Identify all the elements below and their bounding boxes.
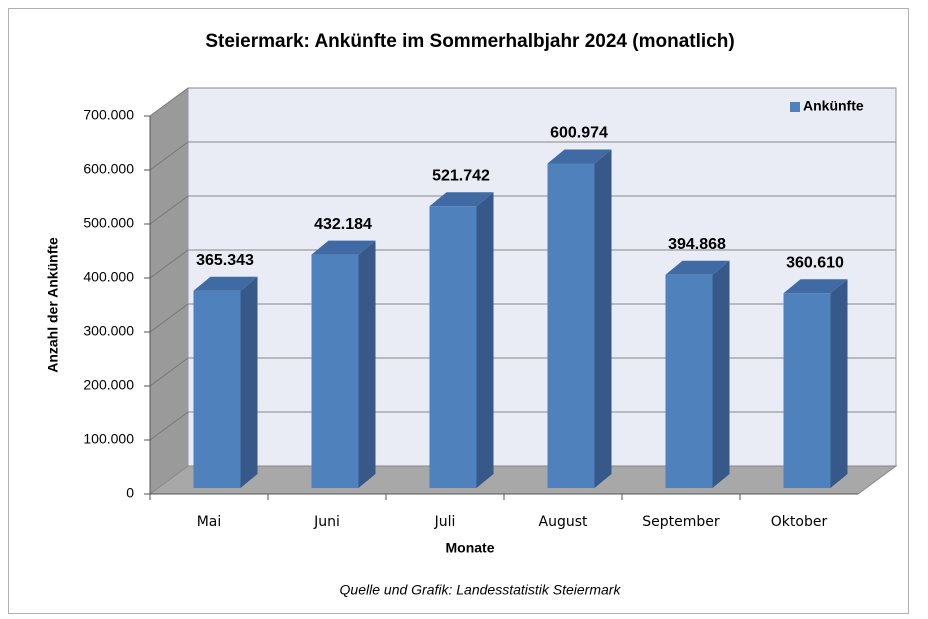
bar	[665, 274, 713, 488]
value-label: 365.343	[196, 252, 254, 269]
grid-line	[149, 87, 189, 117]
bar-side	[830, 279, 848, 488]
bar-side	[476, 192, 494, 488]
x-tick-label: Juli	[434, 514, 456, 530]
bar-top	[783, 279, 848, 294]
value-label: 432.184	[314, 216, 372, 233]
bar-side	[358, 240, 376, 488]
y-tick-label: 300.000	[83, 323, 134, 339]
bar-top	[665, 260, 730, 275]
bar-top	[311, 240, 376, 255]
bar	[193, 290, 241, 488]
x-tick-label: September	[642, 514, 720, 530]
bar-side	[240, 276, 258, 488]
x-tick-label: August	[539, 514, 589, 530]
chart-title: Steiermark: Ankünfte im Sommerhalbjahr 2…	[205, 31, 734, 52]
y-tick-label: 600.000	[83, 161, 134, 177]
bar	[311, 254, 359, 488]
y-tick-label: 0	[126, 485, 134, 501]
source: Quelle und Grafik: Landesstatistik Steie…	[340, 582, 622, 598]
bar	[429, 206, 477, 488]
bar-top	[193, 276, 258, 291]
bar	[783, 293, 831, 488]
bar-top	[547, 149, 612, 164]
grid-line	[149, 357, 189, 387]
y-axis-label: Anzahl der Ankünfte	[45, 237, 61, 373]
grid-line	[149, 411, 189, 441]
value-label: 394.868	[668, 236, 726, 253]
grid-line	[149, 249, 189, 279]
legend-label: Ankünfte	[803, 98, 864, 114]
grid-line	[149, 195, 189, 225]
bar-top	[429, 192, 494, 207]
x-tick-label: Mai	[197, 514, 222, 530]
left-wall	[150, 88, 188, 494]
y-tick-label: 200.000	[83, 377, 134, 393]
value-label: 600.974	[550, 125, 608, 142]
value-label: 521.742	[432, 167, 490, 184]
grid-line	[149, 303, 189, 333]
x-axis-label: Monate	[446, 540, 495, 556]
legend-swatch	[790, 102, 800, 112]
value-label: 360.610	[786, 254, 844, 271]
bar-side	[594, 149, 612, 488]
x-tick-label: Juni	[313, 514, 340, 530]
y-tick-label: 500.000	[83, 215, 134, 231]
bar-side	[712, 260, 730, 488]
y-tick-label: 400.000	[83, 269, 134, 285]
y-tick-label: 700.000	[83, 107, 134, 123]
y-tick-label: 100.000	[83, 431, 134, 447]
bar	[547, 163, 595, 488]
x-tick-label: Oktober	[771, 514, 828, 530]
grid-line	[149, 141, 189, 171]
